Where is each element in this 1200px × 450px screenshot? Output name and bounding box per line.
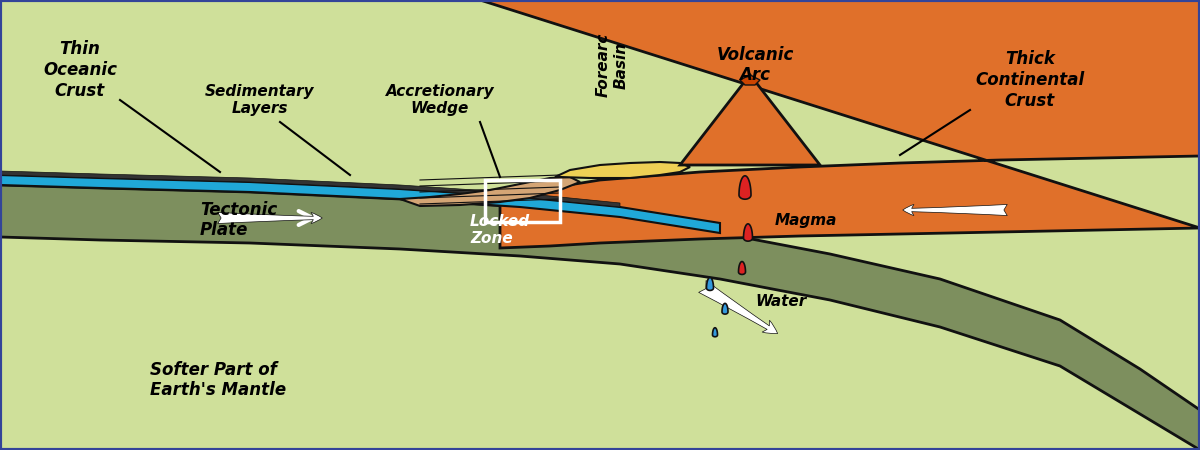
Polygon shape bbox=[739, 176, 751, 199]
Text: Magma: Magma bbox=[775, 212, 838, 228]
Text: Accretionary
Wedge: Accretionary Wedge bbox=[385, 84, 494, 116]
Text: Sedimentary
Layers: Sedimentary Layers bbox=[205, 84, 314, 116]
Polygon shape bbox=[738, 261, 745, 274]
Text: Tectonic
Plate: Tectonic Plate bbox=[200, 201, 277, 239]
Polygon shape bbox=[680, 75, 820, 165]
Polygon shape bbox=[0, 175, 720, 233]
Polygon shape bbox=[740, 75, 760, 85]
Bar bbox=[485, 180, 560, 222]
Polygon shape bbox=[744, 224, 752, 241]
Polygon shape bbox=[400, 177, 580, 206]
Polygon shape bbox=[554, 162, 690, 178]
Text: Forearc
Basin: Forearc Basin bbox=[595, 33, 629, 97]
Text: Water: Water bbox=[755, 294, 806, 310]
Text: Softer Part of
Earth's Mantle: Softer Part of Earth's Mantle bbox=[150, 360, 286, 400]
Text: Thick
Continental
Crust: Thick Continental Crust bbox=[976, 50, 1085, 110]
Polygon shape bbox=[707, 278, 714, 290]
Text: Locked
Zone: Locked Zone bbox=[470, 214, 530, 246]
Text: Volcanic
Arc: Volcanic Arc bbox=[716, 45, 793, 85]
Polygon shape bbox=[0, 185, 1200, 450]
Polygon shape bbox=[0, 171, 620, 207]
Polygon shape bbox=[713, 328, 718, 337]
Polygon shape bbox=[480, 0, 1200, 248]
Polygon shape bbox=[722, 303, 728, 314]
Text: Thin
Oceanic
Crust: Thin Oceanic Crust bbox=[43, 40, 118, 100]
